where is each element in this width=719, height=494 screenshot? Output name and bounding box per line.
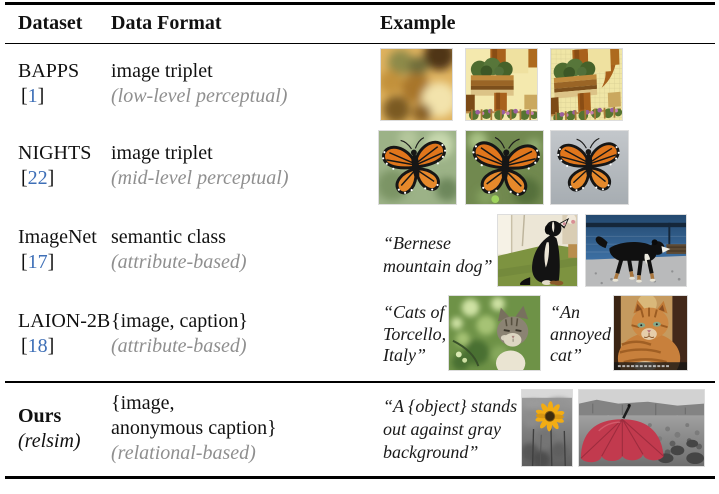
monarch-butterfly-photo-2 — [465, 130, 544, 205]
format-note: (attribute-based) — [111, 335, 247, 357]
format-cell-bapps: image triplet (low-level perceptual) — [111, 59, 287, 109]
citation: [1] — [21, 85, 45, 107]
dataset-name: ImageNet — [18, 226, 97, 248]
citation: [22] — [21, 167, 55, 189]
citation-link[interactable]: 18 — [27, 335, 48, 357]
citation: [17] — [21, 251, 55, 273]
dataset-name: BAPPS — [18, 60, 80, 82]
example-caption: “Bernese mountain dog” — [383, 233, 493, 276]
column-header-data-format: Data Format — [111, 12, 222, 34]
example-caption: “A {object} stands out against gray back… — [383, 396, 518, 462]
dataset-name: LAION-2B — [18, 310, 111, 332]
format-text: image triplet — [111, 60, 213, 82]
format-text: {image, caption} — [111, 310, 248, 332]
format-note: (relational-based) — [111, 442, 256, 464]
dataset-name: NIGHTS — [18, 142, 92, 164]
monarch-butterfly-photo-1 — [378, 130, 457, 205]
bernese-dog-walking-photo — [585, 214, 687, 287]
dataset-cell-imagenet: ImageNet [17] — [18, 225, 97, 275]
sunflower-grayscale-photo — [521, 389, 573, 467]
dataset-cell-laion: LAION-2B [18] — [18, 309, 110, 359]
warped-balcony-photo — [550, 48, 623, 121]
format-text: image triplet — [111, 142, 213, 164]
format-cell-imagenet: semantic class (attribute-based) — [111, 225, 247, 275]
column-header-example: Example — [380, 12, 456, 34]
tabby-cat-garden-photo — [448, 295, 541, 371]
format-note: (mid-level perceptual) — [111, 167, 289, 189]
table-rule-header — [5, 43, 715, 45]
monarch-butterfly-photo-3 — [550, 130, 629, 205]
table-rule-bottom — [5, 476, 715, 479]
format-text: semantic class — [111, 226, 226, 248]
format-cell-laion: {image, caption} (attribute-based) — [111, 309, 248, 359]
balcony-photo — [465, 48, 538, 121]
format-cell-nights: image triplet (mid-level perceptual) — [111, 141, 289, 191]
citation-link[interactable]: 22 — [27, 167, 48, 189]
format-text: {image, — [111, 392, 175, 414]
dataset-cell-bapps: BAPPS [1] — [18, 59, 79, 109]
format-note: (low-level perceptual) — [111, 85, 288, 107]
citation-link[interactable]: 17 — [27, 251, 48, 273]
dataset-cell-nights: NIGHTS [22] — [18, 141, 91, 191]
blurred-balcony-photo — [380, 48, 453, 121]
example-caption: “Cats of Torcello, Italy” — [383, 302, 447, 365]
dataset-name-note: (relsim) — [18, 430, 81, 452]
dataset-name: Ours — [18, 405, 62, 427]
format-cell-ours: {image, anonymous caption} (relational-b… — [111, 391, 277, 466]
format-text: anonymous caption} — [111, 417, 277, 439]
column-header-dataset: Dataset — [18, 12, 83, 34]
citation-link[interactable]: 1 — [27, 85, 38, 107]
red-umbrella-grayscale-photo — [578, 389, 705, 467]
citation: [18] — [21, 335, 55, 357]
table-rule-top — [5, 2, 715, 5]
dataset-cell-ours: Ours (relsim) — [18, 404, 81, 454]
example-caption-2: “An annoyed cat” — [550, 302, 611, 365]
format-note: (attribute-based) — [111, 251, 247, 273]
annoyed-orange-cat-photo — [613, 295, 688, 371]
bernese-dog-sitting-photo — [497, 214, 578, 287]
table-rule-mid — [5, 381, 715, 383]
